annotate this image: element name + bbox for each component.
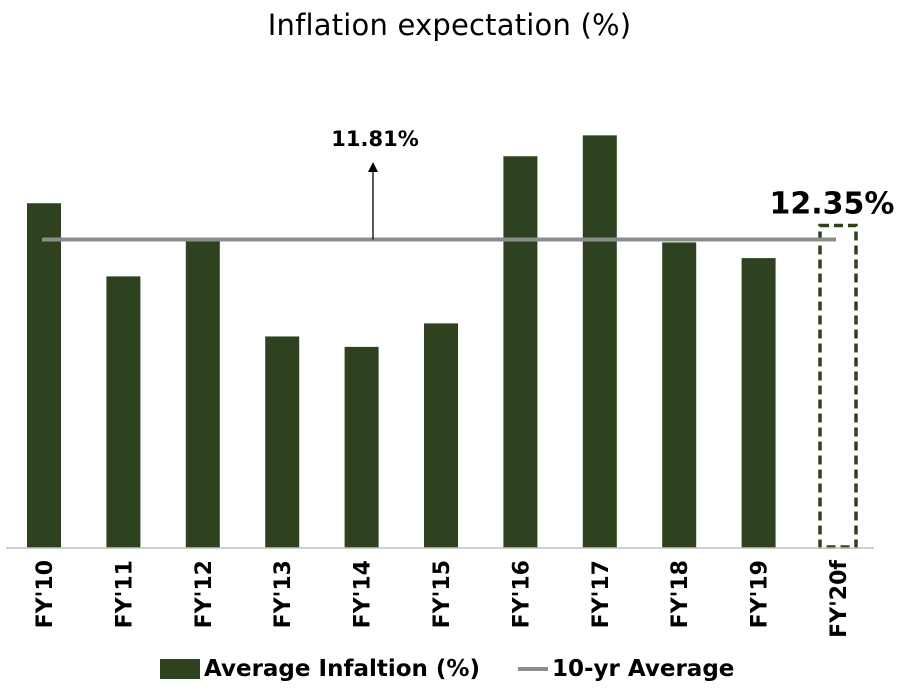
legend: Average Infaltion (%) 10-yr Average [0,656,899,690]
legend-label-average: 10-yr Average [552,656,735,682]
annotation-arrow-head [368,162,378,172]
bar-0 [27,203,61,548]
bar-7 [582,135,617,548]
forecast-label: 12.35% [770,186,895,221]
bar-8 [662,242,697,548]
x-tick-label-0: FY'10 [33,560,58,628]
forecast-layer: 12.35% [770,186,895,549]
x-tick-label-9: FY'19 [748,560,773,628]
x-tick-label-10: FY'20f [827,560,852,638]
bar-6 [503,156,538,548]
legend-swatch-average [518,667,548,671]
annotations-layer: 11.81% [331,127,419,240]
x-tick-label-6: FY'16 [509,560,534,628]
bar-4 [344,346,379,548]
x-tick-label-8: FY'18 [668,560,693,628]
legend-label-bars: Average Infaltion (%) [204,656,480,682]
bar-3 [265,336,300,548]
legend-item-average: 10-yr Average [518,656,734,682]
x-tick-labels: FY'10 FY'11 FY'12 FY'13 FY'14 FY'15 FY'16 FY'17… [33,560,852,638]
x-tick-label-3: FY'13 [271,560,296,628]
x-tick-label-1: FY'11 [112,560,137,628]
bars-layer [27,135,776,548]
x-tick-label-2: FY'12 [192,560,217,628]
bar-9 [741,258,776,548]
x-tick-label-4: FY'14 [351,560,376,628]
x-tick-label-5: FY'15 [430,560,455,628]
bar-1 [106,276,141,548]
bar-2 [185,239,220,548]
legend-swatch-bars [160,659,200,679]
chart-title: Inflation expectation (%) [267,8,632,42]
annotation-label: 11.81% [331,127,418,151]
bar-5 [424,323,458,548]
legend-item-bars: Average Infaltion (%) [160,656,480,682]
forecast-bar-outline [818,223,858,549]
x-tick-label-7: FY'17 [589,560,614,628]
